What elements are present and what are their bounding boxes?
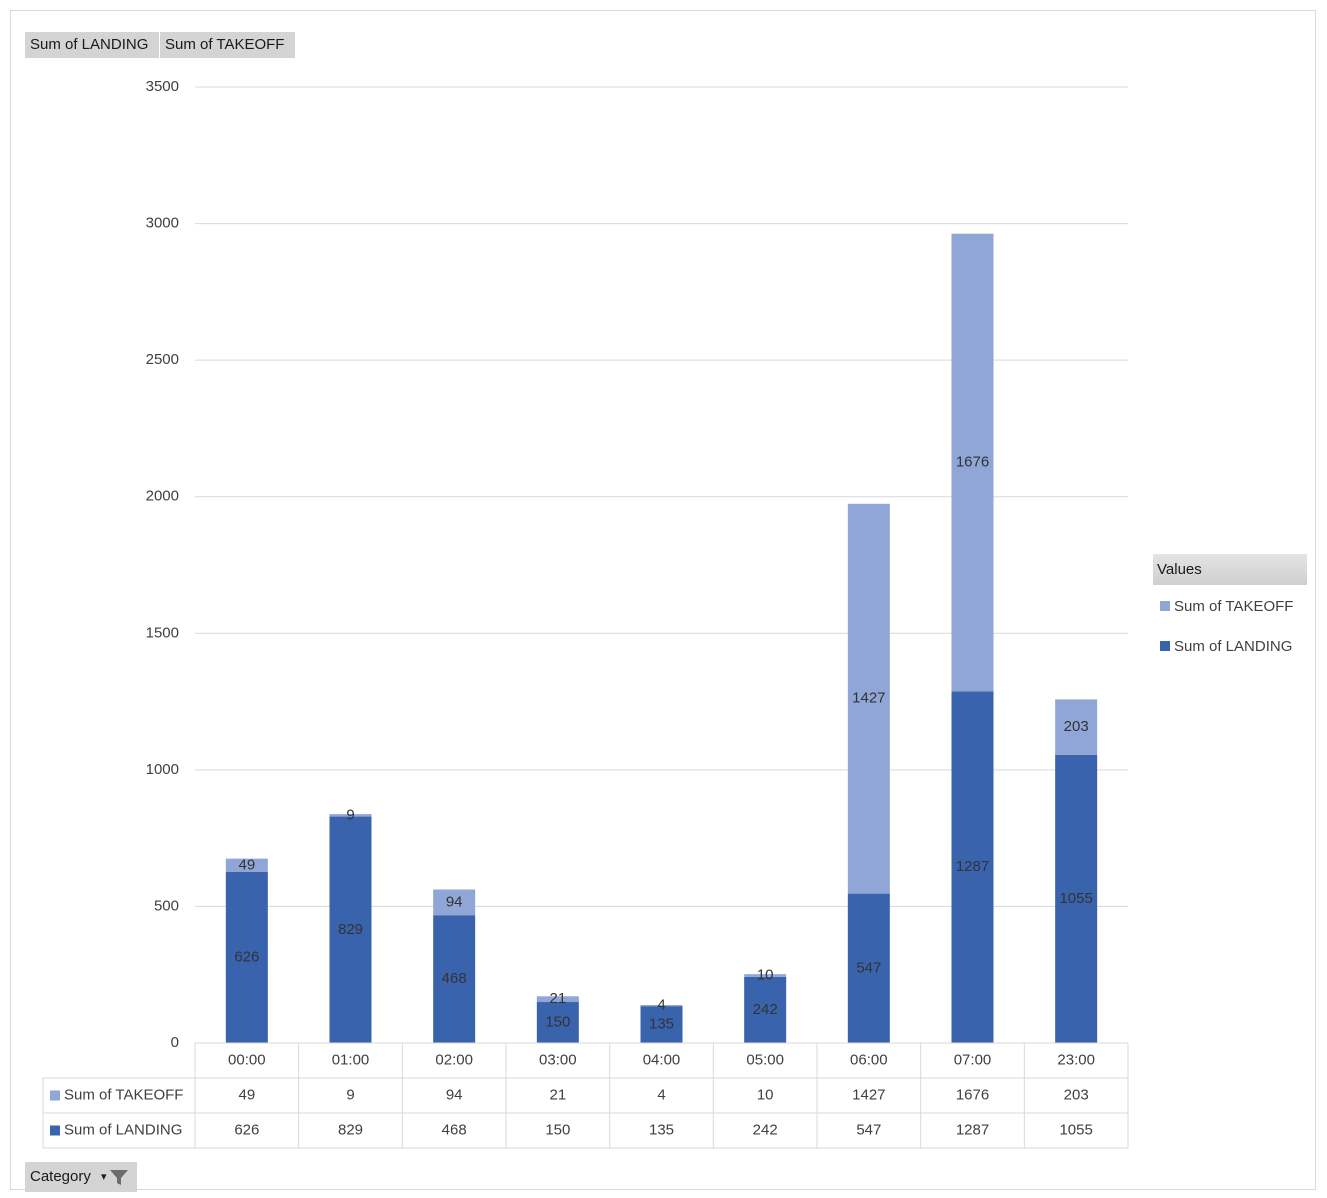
- y-tick-label-2000: 2000: [146, 488, 179, 505]
- data-label-landing-04:00: 135: [649, 1016, 674, 1033]
- legend-swatch-landing: [1160, 641, 1170, 651]
- data-label-takeoff-00:00: 49: [238, 856, 255, 873]
- data-label-landing-07:00: 1287: [956, 858, 989, 875]
- data-label-takeoff-05:00: 10: [757, 967, 774, 984]
- table-series-label-takeoff: Sum of TAKEOFF: [64, 1086, 183, 1103]
- y-tick-label-3000: 3000: [146, 215, 179, 232]
- y-tick-label-1000: 1000: [146, 761, 179, 778]
- y-tick-label-1500: 1500: [146, 624, 179, 641]
- bar-landing-00:00: [225, 872, 268, 1043]
- x-tick-label-07:00: 07:00: [954, 1051, 992, 1068]
- table-cell-takeoff-00:00: 49: [238, 1086, 255, 1103]
- bar-landing-23:00: [1055, 754, 1098, 1043]
- table-cell-takeoff-07:00: 1676: [956, 1086, 989, 1103]
- table-cell-landing-04:00: 135: [649, 1121, 674, 1138]
- y-tick-label-0: 0: [171, 1034, 179, 1051]
- legend-label-takeoff: Sum of TAKEOFF: [1174, 598, 1294, 615]
- bar-landing-06:00: [847, 893, 890, 1043]
- table-cell-takeoff-06:00: 1427: [852, 1086, 885, 1103]
- data-label-takeoff-03:00: 21: [549, 990, 566, 1007]
- data-label-landing-05:00: 242: [753, 1001, 778, 1018]
- legend-item-takeoff[interactable]: Sum of TAKEOFF: [1160, 598, 1293, 615]
- data-label-takeoff-23:00: 203: [1064, 718, 1089, 735]
- y-tick-label-3500: 3500: [146, 78, 179, 95]
- table-swatch-landing: [50, 1125, 60, 1136]
- data-label-takeoff-06:00: 1427: [852, 690, 885, 707]
- data-label-landing-23:00: 1055: [1059, 890, 1092, 907]
- bar-takeoff-05:00: [744, 974, 787, 977]
- x-tick-label-00:00: 00:00: [228, 1051, 266, 1068]
- table-cell-landing-01:00: 829: [338, 1121, 363, 1138]
- x-tick-label-06:00: 06:00: [850, 1051, 888, 1068]
- table-cell-takeoff-04:00: 4: [657, 1086, 665, 1103]
- y-tick-label-2500: 2500: [146, 351, 179, 368]
- x-tick-label-02:00: 02:00: [435, 1051, 473, 1068]
- data-label-landing-00:00: 626: [234, 948, 259, 965]
- table-cell-landing-03:00: 150: [545, 1121, 570, 1138]
- table-cell-takeoff-03:00: 21: [549, 1086, 566, 1103]
- y-tick-label-500: 500: [154, 897, 179, 914]
- bar-landing-01:00: [329, 816, 372, 1043]
- table-cell-takeoff-23:00: 203: [1064, 1086, 1089, 1103]
- table-cell-landing-05:00: 242: [753, 1121, 778, 1138]
- bar-landing-02:00: [433, 915, 476, 1043]
- bar-takeoff-07:00: [951, 233, 994, 692]
- data-label-takeoff-02:00: 94: [446, 893, 463, 910]
- data-label-landing-02:00: 468: [442, 970, 467, 987]
- x-tick-label-03:00: 03:00: [539, 1051, 577, 1068]
- table-cell-landing-06:00: 547: [856, 1121, 881, 1138]
- table-cell-takeoff-01:00: 9: [346, 1086, 354, 1103]
- table-cell-takeoff-05:00: 10: [757, 1086, 774, 1103]
- legend-swatch-takeoff: [1160, 601, 1170, 611]
- data-label-landing-03:00: 150: [545, 1013, 570, 1030]
- data-label-takeoff-01:00: 9: [346, 806, 354, 823]
- bar-takeoff-01:00: [329, 814, 372, 817]
- bar-takeoff-02:00: [433, 889, 476, 916]
- dropdown-arrow-icon: ▾: [101, 1171, 107, 1183]
- bar-landing-05:00: [744, 976, 787, 1043]
- filter-icon: [110, 1170, 128, 1185]
- field-button-landing[interactable]: Sum of LANDING: [25, 32, 159, 58]
- legend-title: Values: [1153, 554, 1307, 585]
- legend-item-landing[interactable]: Sum of LANDING: [1160, 638, 1292, 655]
- bar-landing-03:00: [536, 1002, 579, 1043]
- x-tick-label-23:00: 23:00: [1057, 1051, 1095, 1068]
- field-button-takeoff[interactable]: Sum of TAKEOFF: [160, 32, 295, 58]
- category-filter-button[interactable]: Category ▾: [25, 1162, 137, 1192]
- x-tick-label-04:00: 04:00: [643, 1051, 681, 1068]
- data-label-landing-06:00: 547: [856, 959, 881, 976]
- data-label-takeoff-07:00: 1676: [956, 454, 989, 471]
- table-series-label-landing: Sum of LANDING: [64, 1121, 182, 1138]
- bar-takeoff-23:00: [1055, 699, 1098, 755]
- bar-landing-07:00: [951, 691, 994, 1043]
- table-cell-landing-23:00: 1055: [1059, 1121, 1092, 1138]
- bar-takeoff-06:00: [847, 503, 890, 894]
- table-cell-takeoff-02:00: 94: [446, 1086, 463, 1103]
- bar-takeoff-04:00: [640, 1005, 683, 1007]
- bar-takeoff-03:00: [536, 996, 579, 1003]
- bar-landing-04:00: [640, 1006, 683, 1043]
- table-cell-landing-02:00: 468: [442, 1121, 467, 1138]
- category-filter-label: Category: [30, 1168, 91, 1185]
- x-tick-label-01:00: 01:00: [332, 1051, 370, 1068]
- table-cell-landing-00:00: 626: [234, 1121, 259, 1138]
- x-tick-label-05:00: 05:00: [746, 1051, 784, 1068]
- table-cell-landing-07:00: 1287: [956, 1121, 989, 1138]
- legend-label-landing: Sum of LANDING: [1174, 638, 1293, 655]
- data-label-takeoff-04:00: 4: [657, 997, 665, 1014]
- table-swatch-takeoff: [50, 1090, 60, 1101]
- data-label-landing-01:00: 829: [338, 921, 363, 938]
- bar-takeoff-00:00: [225, 858, 268, 873]
